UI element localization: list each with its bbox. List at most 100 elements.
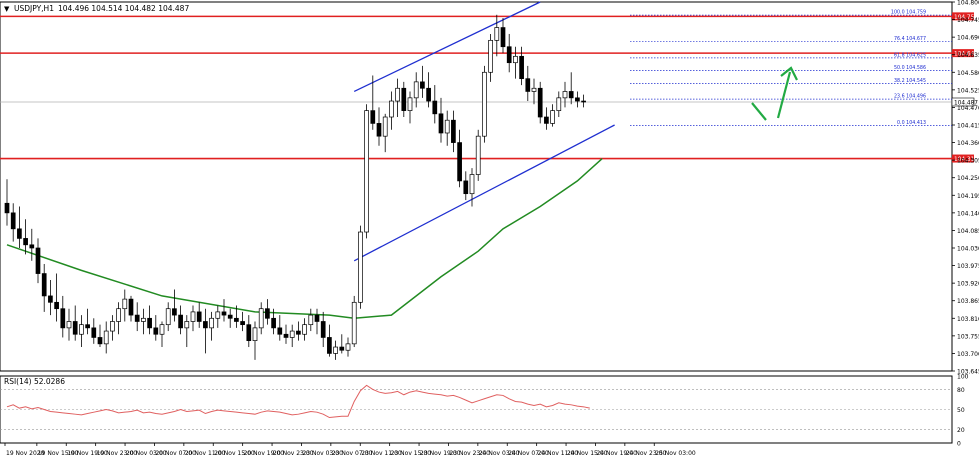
x-axis-tick-label: 20 Nov 03:00	[126, 450, 167, 457]
y-axis-tick-label: 104.030	[957, 246, 979, 253]
x-axis-tick-label: 23 Nov 19:00	[420, 450, 461, 457]
candle-body	[389, 100, 394, 118]
y-axis-tick-label: 104.415	[957, 123, 979, 130]
candle-body	[320, 321, 326, 338]
channel-upper-line	[353, 1, 541, 93]
candle-body	[97, 337, 103, 345]
x-axis-tick-label: 20 Nov 23:00	[273, 450, 314, 457]
candle-body	[550, 110, 555, 124]
candle-body	[568, 91, 574, 99]
candle-body	[134, 314, 140, 322]
candle-body	[302, 324, 307, 335]
y-axis-tick-label: 104.800	[957, 0, 979, 7]
fib-level-label: 23.6 104.496	[894, 94, 926, 100]
x-axis-tick-label: 24 Nov 07:00	[508, 450, 549, 457]
y-axis-tick-label: 104.745	[957, 17, 979, 24]
candle-body	[289, 330, 295, 338]
candle-body	[413, 81, 419, 99]
candle-body	[258, 308, 264, 329]
rsi-tick-label: 100	[957, 374, 969, 381]
y-axis-tick-label: 103.810	[957, 316, 979, 323]
candle-body	[469, 174, 475, 195]
candle-body	[562, 91, 568, 99]
current-price-badge	[951, 97, 975, 107]
candle-body	[172, 308, 177, 316]
y-axis-tick-label: 104.470	[957, 105, 979, 112]
candle-body	[66, 321, 72, 329]
candle-body	[23, 238, 28, 246]
candle-body	[85, 324, 90, 329]
candle-body	[308, 314, 314, 326]
candle-body	[79, 324, 84, 335]
candle-body	[29, 244, 35, 249]
candle-body	[141, 317, 146, 322]
candle-body	[382, 116, 388, 137]
candle-body	[333, 346, 338, 354]
rsi-tick-label: 20	[957, 427, 965, 434]
candle-body	[525, 78, 531, 92]
price-badge-label: 104.310	[954, 157, 978, 163]
candle-body	[234, 317, 239, 322]
candle-body	[110, 321, 115, 332]
candle-body	[221, 311, 227, 316]
y-axis-tick-label: 103.920	[957, 281, 979, 288]
y-axis-tick-label: 104.305	[957, 158, 979, 165]
x-axis-tick-label: 19 Nov 23:00	[97, 450, 138, 457]
candle-body	[407, 97, 413, 111]
candle-body	[513, 55, 518, 64]
candle-body	[4, 202, 10, 214]
x-axis-tick-label: 24 Nov 11:00	[538, 450, 579, 457]
candle-body	[581, 100, 586, 103]
y-axis-tick-label: 104.360	[957, 140, 979, 147]
candle-body	[159, 324, 165, 335]
candle-body	[314, 314, 320, 322]
x-axis-tick-label: 23 Nov 11:00	[361, 450, 402, 457]
candle-body	[463, 180, 469, 195]
x-axis-tick-label: 20 Nov 15:00	[214, 450, 255, 457]
x-axis-tick-label: 23 Nov 07:00	[332, 450, 373, 457]
x-axis-tick-label: 19 Nov 19:00	[67, 450, 108, 457]
rsi-tick-label: 50	[957, 407, 965, 414]
moving-average-line	[6, 157, 603, 320]
candle-body	[426, 87, 431, 102]
y-axis-tick-label: 104.195	[957, 193, 979, 200]
candle-body	[10, 212, 16, 230]
candle-body	[209, 317, 214, 329]
y-axis-tick-label: 103.645	[957, 369, 979, 376]
candle-body	[128, 298, 134, 316]
chart-symbol-label: USDJPY,H1	[14, 4, 54, 13]
candle-body	[451, 119, 456, 143]
x-axis-tick-label: 24 Nov 19:00	[596, 450, 637, 457]
candle-body	[103, 330, 109, 345]
price-badge	[952, 49, 974, 58]
candle-body	[54, 301, 59, 310]
candle-body	[482, 71, 487, 137]
candle-body	[265, 308, 270, 319]
candle-body	[506, 46, 512, 64]
candle-body	[116, 308, 121, 322]
candle-body	[420, 81, 425, 89]
rsi-tick-label: 80	[957, 387, 965, 394]
candle-body	[401, 87, 407, 111]
candle-body	[60, 308, 66, 329]
candle-body	[215, 311, 221, 319]
rsi-tick-label: 0	[957, 441, 961, 448]
candle-body	[91, 327, 97, 338]
candle-body	[41, 273, 47, 297]
candle-body	[500, 27, 506, 48]
main-plot-frame	[0, 1, 953, 372]
candle-body	[277, 327, 283, 335]
price-badge	[952, 154, 974, 163]
symbol-dropdown-icon[interactable]: ▼	[4, 5, 10, 13]
x-axis-tick-label: 24 Nov 23:00	[626, 450, 667, 457]
fib-level-label: 38.2 104.545	[894, 78, 926, 84]
x-axis-tick-label: 23 Nov 23:00	[449, 450, 490, 457]
candle-body	[531, 87, 537, 92]
y-axis-tick-label: 103.865	[957, 298, 979, 305]
candle-body	[519, 55, 524, 80]
x-axis-tick-label: 19 Nov 15:00	[38, 450, 79, 457]
channel-lower-line	[353, 124, 615, 262]
candle-body	[556, 97, 562, 111]
candle-body	[457, 142, 462, 182]
candle-body	[444, 119, 450, 134]
